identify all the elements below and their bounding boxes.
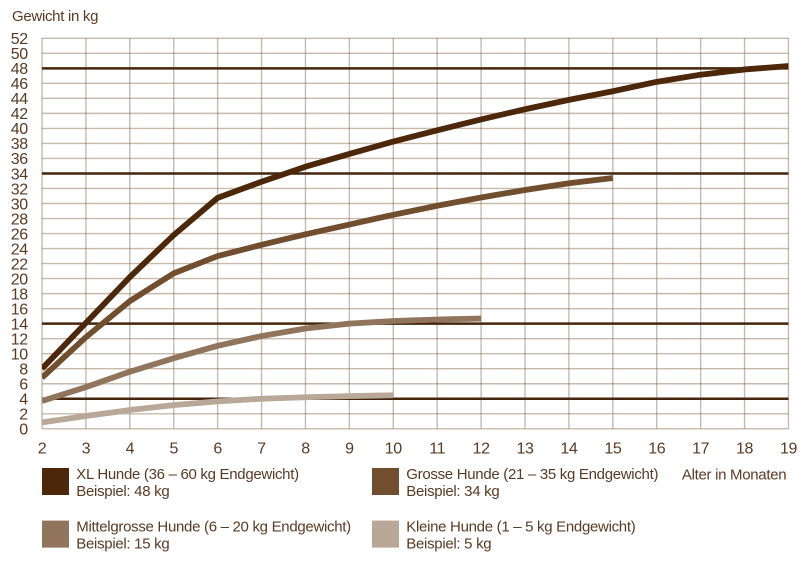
svg-text:18: 18	[11, 286, 28, 303]
svg-text:12: 12	[473, 441, 490, 458]
svg-text:7: 7	[257, 441, 266, 458]
svg-text:4: 4	[19, 392, 28, 409]
svg-text:Beispiel: 5 kg: Beispiel: 5 kg	[406, 536, 491, 553]
svg-text:10: 10	[11, 347, 28, 364]
svg-text:Kleine Hunde (1 – 5 kg Endgewi: Kleine Hunde (1 – 5 kg Endgewicht)	[406, 518, 635, 535]
svg-text:34: 34	[11, 166, 28, 183]
svg-text:2: 2	[19, 407, 28, 424]
svg-text:36: 36	[11, 151, 28, 168]
svg-text:2: 2	[38, 441, 47, 458]
svg-text:14: 14	[11, 317, 28, 334]
svg-text:18: 18	[736, 441, 753, 458]
svg-text:13: 13	[517, 441, 534, 458]
svg-text:32: 32	[11, 181, 28, 198]
svg-text:19: 19	[780, 441, 797, 458]
svg-text:26: 26	[11, 226, 28, 243]
svg-text:Beispiel: 48 kg: Beispiel: 48 kg	[76, 483, 169, 500]
svg-text:14: 14	[560, 441, 577, 458]
svg-text:0: 0	[19, 422, 28, 439]
svg-text:50: 50	[11, 46, 28, 63]
svg-text:40: 40	[11, 121, 28, 138]
svg-text:17: 17	[692, 441, 709, 458]
svg-text:12: 12	[11, 332, 28, 349]
svg-text:28: 28	[11, 211, 28, 228]
svg-text:Beispiel: 15 kg: Beispiel: 15 kg	[76, 536, 169, 553]
svg-text:38: 38	[11, 136, 28, 153]
svg-text:46: 46	[11, 76, 28, 93]
svg-text:10: 10	[385, 441, 402, 458]
svg-text:52: 52	[11, 31, 28, 48]
svg-text:6: 6	[19, 377, 28, 394]
svg-text:Grosse Hunde (21 – 35 kg Endge: Grosse Hunde (21 – 35 kg Endgewicht)	[406, 466, 658, 483]
svg-text:30: 30	[11, 196, 28, 213]
svg-text:20: 20	[11, 271, 28, 288]
svg-text:16: 16	[11, 301, 28, 318]
svg-text:44: 44	[11, 91, 28, 108]
svg-text:3: 3	[82, 441, 91, 458]
svg-text:8: 8	[19, 362, 28, 379]
svg-text:15: 15	[604, 441, 621, 458]
svg-text:24: 24	[11, 241, 28, 258]
svg-text:Alter in Monaten: Alter in Monaten	[682, 467, 786, 484]
svg-text:48: 48	[11, 61, 28, 78]
svg-text:Gewicht in kg: Gewicht in kg	[12, 8, 98, 25]
svg-text:4: 4	[126, 441, 135, 458]
svg-text:42: 42	[11, 106, 28, 123]
svg-text:6: 6	[213, 441, 222, 458]
svg-text:9: 9	[345, 441, 354, 458]
svg-text:XL Hunde (36 – 60 kg Endgewich: XL Hunde (36 – 60 kg Endgewicht)	[76, 466, 299, 483]
svg-text:8: 8	[301, 441, 310, 458]
svg-text:Mittelgrosse Hunde (6 – 20 kg: Mittelgrosse Hunde (6 – 20 kg Endgewicht…	[76, 518, 351, 535]
svg-text:16: 16	[648, 441, 665, 458]
svg-text:5: 5	[169, 441, 178, 458]
svg-text:22: 22	[11, 256, 28, 273]
svg-text:Beispiel: 34 kg: Beispiel: 34 kg	[406, 483, 499, 500]
svg-text:11: 11	[429, 441, 445, 458]
